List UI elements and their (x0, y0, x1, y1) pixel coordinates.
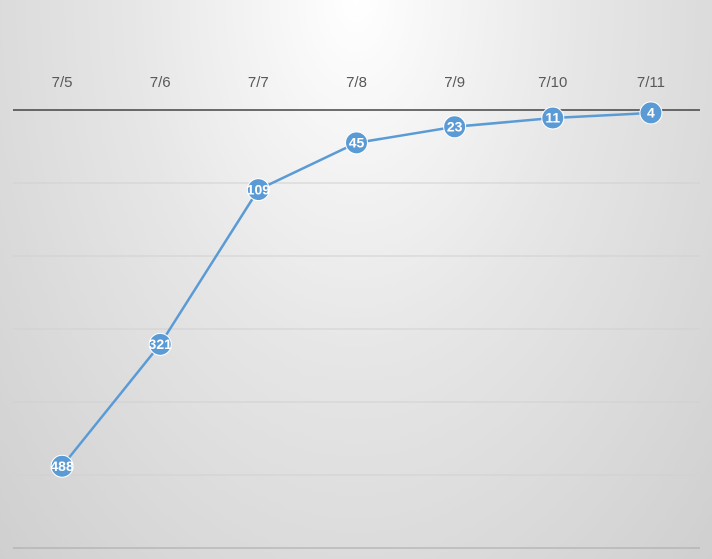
data-label: 321 (149, 336, 173, 352)
data-label: 23 (447, 118, 463, 134)
marker (50, 454, 74, 478)
marker (639, 101, 663, 125)
data-label: 11 (545, 110, 560, 126)
x-tick-label: 7/5 (52, 74, 73, 91)
x-tick-label: 7/7 (248, 74, 269, 91)
x-tick-label: 7/11 (637, 74, 665, 91)
data-label: 488 (50, 458, 74, 474)
data-label: 4 (647, 105, 655, 121)
marker (246, 178, 270, 202)
data-label: 109 (247, 181, 271, 197)
marker (443, 115, 467, 139)
marker (148, 332, 172, 356)
data-label: 45 (349, 135, 365, 151)
series-line (61, 111, 651, 468)
marker (541, 106, 565, 130)
x-tick-label: 7/8 (346, 74, 367, 91)
x-tick-label: 7/6 (150, 74, 171, 91)
marker (345, 131, 368, 155)
x-tick-label: 7/9 (444, 74, 465, 91)
x-tick-label: 7/10 (538, 74, 567, 91)
